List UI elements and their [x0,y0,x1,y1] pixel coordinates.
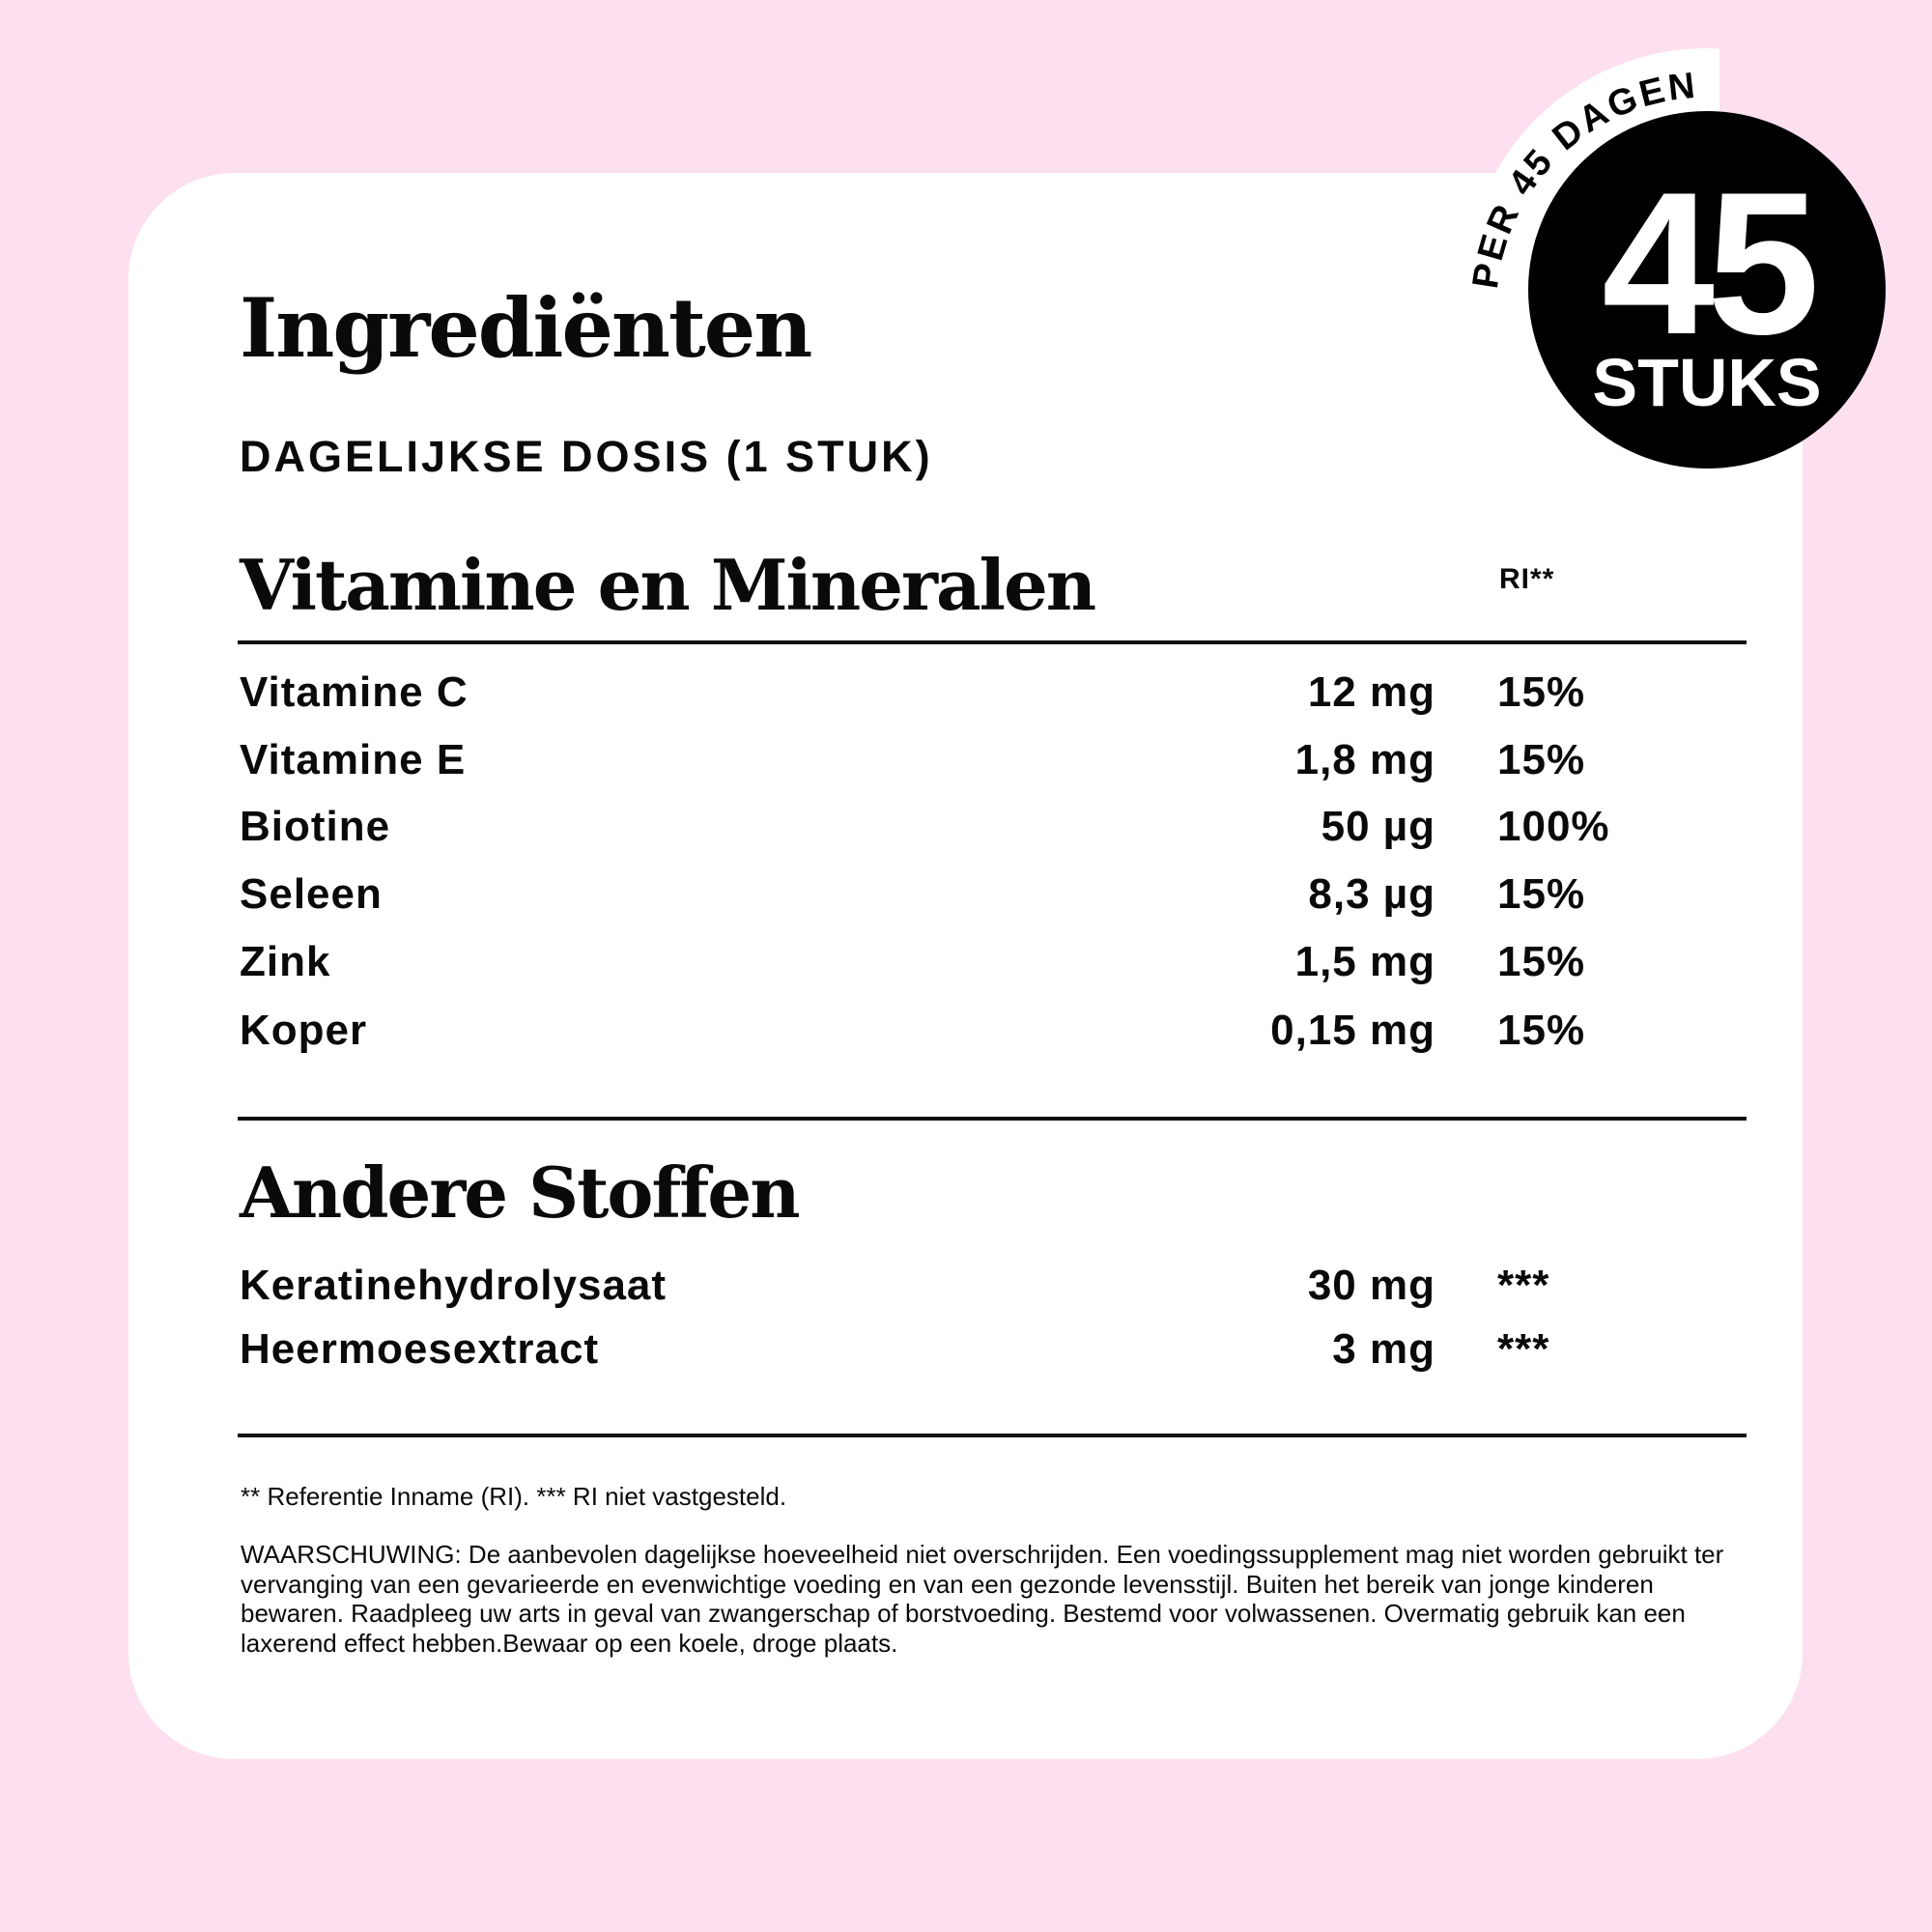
ingredient-ri: 15% [1497,870,1586,918]
vitamins-heading: Vitamine en Mineralen [240,544,1096,626]
ingredient-amount: 0,15 mg [1270,1007,1435,1054]
ingredient-ri: *** [1497,1262,1550,1309]
divider [238,1117,1747,1121]
ingredient-ri: 100% [1497,803,1610,850]
ingredient-ri: 15% [1497,668,1586,716]
ingredient-name: Biotine [240,803,391,850]
divider [238,1434,1747,1437]
ingredient-ri: 15% [1497,736,1586,783]
ingredient-name: Seleen [240,870,383,918]
ingredient-amount: 30 mg [1307,1262,1435,1309]
ingredient-name: Vitamine C [240,668,469,716]
table-row: Heermoesextract 3 mg *** [240,1325,1611,1383]
daily-dose-subtitle: DAGELIJKSE DOSIS (1 STUK) [240,432,933,481]
ri-header: RI** [1499,563,1555,595]
ingredient-name: Vitamine E [240,736,467,783]
page-title: Ingrediënten [240,280,812,376]
ingredient-ri: 15% [1497,1007,1586,1054]
ingredient-amount: 1,8 mg [1294,736,1435,783]
ingredient-name: Zink [240,938,331,985]
table-row: Vitamine E 1,8 mg 15% [240,736,1611,794]
badge-unit: STUKS [1592,345,1821,420]
table-row: Biotine 50 µg 100% [240,803,1611,861]
ingredient-ri: 15% [1497,938,1586,985]
footnote: ** Referentie Inname (RI). *** RI niet v… [241,1482,787,1511]
ingredient-amount: 1,5 mg [1294,938,1435,985]
divider [238,640,1747,644]
table-row: Keratinehydrolysaat 30 mg *** [240,1262,1611,1320]
table-row: Zink 1,5 mg 15% [240,938,1611,996]
ingredient-amount: 12 mg [1307,668,1435,716]
other-substances-heading: Andere Stoffen [240,1151,801,1234]
ingredient-amount: 50 µg [1321,803,1435,850]
badge-circle [1528,111,1886,469]
warning-text: WAARSCHUWING: De aanbevolen dagelijkse h… [241,1540,1724,1658]
ingredient-amount: 3 mg [1332,1325,1435,1373]
table-row: Vitamine C 12 mg 15% [240,668,1611,726]
table-row: Seleen 8,3 µg 15% [240,870,1611,928]
ingredient-amount: 8,3 µg [1308,870,1435,918]
ingredient-ri: *** [1497,1325,1550,1373]
badge-45-stuks: PER 45 DAGEN 45 STUKS [1465,48,1886,531]
ingredient-name: Keratinehydrolysaat [240,1262,668,1309]
table-row: Koper 0,15 mg 15% [240,1007,1611,1065]
ingredient-name: Koper [240,1007,368,1054]
badge-number: 45 [1602,150,1814,377]
ingredient-name: Heermoesextract [240,1325,600,1373]
